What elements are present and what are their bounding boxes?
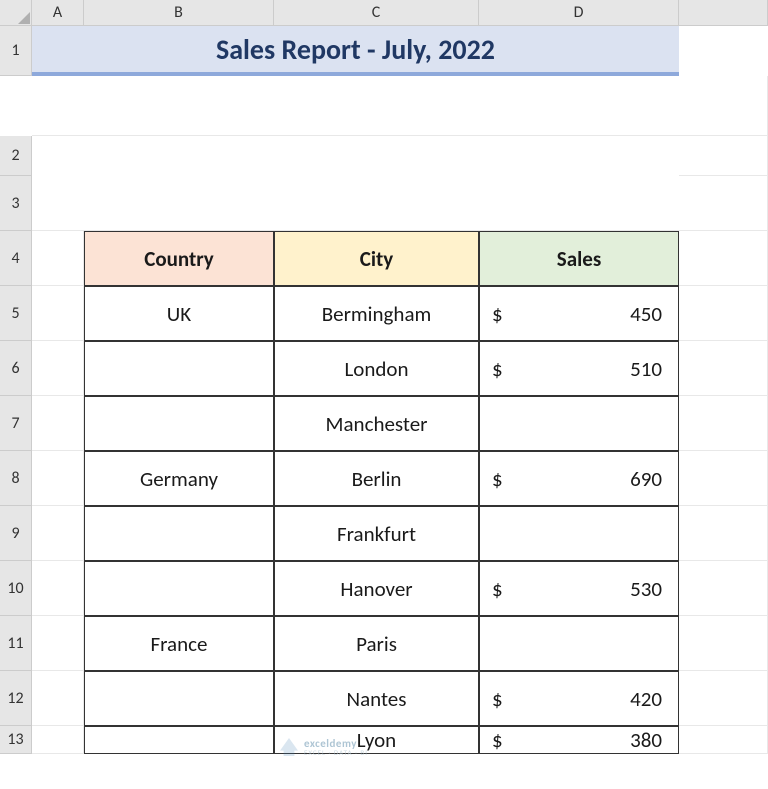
cell-a6[interactable] (32, 341, 84, 396)
currency-symbol: $ (492, 356, 503, 382)
sales-value: 420 (630, 686, 662, 712)
row-header-3[interactable]: 3 (0, 176, 32, 231)
cell-country[interactable]: Germany (84, 451, 274, 506)
currency-symbol: $ (492, 576, 503, 602)
cell-empty[interactable] (679, 286, 768, 341)
cell-country[interactable]: France (84, 616, 274, 671)
cell-a5[interactable] (32, 286, 84, 341)
row-header-10[interactable]: 10 (0, 561, 32, 616)
cell-city[interactable]: Manchester (274, 396, 479, 451)
cell-sales[interactable] (479, 396, 679, 451)
cell-country[interactable]: UK (84, 286, 274, 341)
cell-city[interactable]: Paris (274, 616, 479, 671)
cell-country[interactable] (84, 561, 274, 616)
cell-empty[interactable] (679, 506, 768, 561)
cell-empty[interactable] (679, 561, 768, 616)
cell-sales[interactable]: $530 (479, 561, 679, 616)
cell-country[interactable] (84, 396, 274, 451)
cell-empty[interactable] (679, 396, 768, 451)
cell-empty[interactable] (32, 76, 768, 136)
row-header-7[interactable]: 7 (0, 396, 32, 451)
cell-empty[interactable] (679, 341, 768, 396)
watermark: exceldemy EXCEL · DATA · BI (280, 738, 368, 756)
row-header-9[interactable]: 9 (0, 506, 32, 561)
sales-value: 380 (630, 727, 662, 753)
cell-empty[interactable] (679, 136, 768, 176)
header-city[interactable]: City (274, 231, 479, 286)
row-header-6[interactable]: 6 (0, 341, 32, 396)
cell-country[interactable] (84, 726, 274, 754)
cell-country[interactable] (84, 671, 274, 726)
cell-a12[interactable] (32, 671, 84, 726)
cell-empty[interactable] (679, 616, 768, 671)
cell-a11[interactable] (32, 616, 84, 671)
currency-symbol: $ (492, 727, 503, 753)
row-header-1[interactable]: 1 (0, 26, 32, 76)
cell-city[interactable]: Frankfurt (274, 506, 479, 561)
cell-sales[interactable]: $420 (479, 671, 679, 726)
sales-value: 450 (630, 301, 662, 327)
sales-value: 690 (630, 466, 662, 492)
watermark-logo-icon (280, 738, 298, 756)
cell-a10[interactable] (32, 561, 84, 616)
column-header-c[interactable]: C (274, 0, 479, 26)
cell-a9[interactable] (32, 506, 84, 561)
cell-city[interactable]: Bermingham (274, 286, 479, 341)
cell-country[interactable] (84, 341, 274, 396)
cell-empty[interactable] (679, 671, 768, 726)
cell-city[interactable]: Nantes (274, 671, 479, 726)
column-header-a[interactable]: A (32, 0, 84, 26)
currency-symbol: $ (492, 466, 503, 492)
spreadsheet-grid: A B C D 1 2 Sales Report - July, 2022 3 … (0, 0, 768, 754)
row-header-12[interactable]: 12 (0, 671, 32, 726)
watermark-text: exceldemy EXCEL · DATA · BI (304, 738, 368, 756)
sales-value: 530 (630, 576, 662, 602)
cell-country[interactable] (84, 506, 274, 561)
cell-empty[interactable] (679, 231, 768, 286)
cell-empty[interactable] (679, 726, 768, 754)
currency-symbol: $ (492, 686, 503, 712)
row-header-4[interactable]: 4 (0, 231, 32, 286)
cell-a4[interactable] (32, 231, 84, 286)
select-all-corner[interactable] (0, 0, 32, 26)
row-header-5[interactable]: 5 (0, 286, 32, 341)
cell-sales[interactable] (479, 616, 679, 671)
currency-symbol: $ (492, 301, 503, 327)
row-header-13[interactable]: 13 (0, 726, 32, 754)
watermark-tagline: EXCEL · DATA · BI (304, 749, 368, 756)
cell-sales[interactable]: $690 (479, 451, 679, 506)
cell-sales[interactable]: $510 (479, 341, 679, 396)
column-header-d[interactable]: D (479, 0, 679, 26)
cell-empty[interactable] (679, 451, 768, 506)
header-sales[interactable]: Sales (479, 231, 679, 286)
cell-sales[interactable]: $380 (479, 726, 679, 754)
cell-a8[interactable] (32, 451, 84, 506)
column-header-b[interactable]: B (84, 0, 274, 26)
cell-empty[interactable] (32, 176, 768, 231)
report-title[interactable]: Sales Report - July, 2022 (32, 26, 679, 76)
cell-sales[interactable] (479, 506, 679, 561)
row-header-8[interactable]: 8 (0, 451, 32, 506)
row-header-2[interactable]: 2 (0, 136, 32, 176)
cell-a7[interactable] (32, 396, 84, 451)
cell-a13[interactable] (32, 726, 84, 754)
sales-value: 510 (630, 356, 662, 382)
column-header-next[interactable] (679, 0, 768, 26)
cell-city[interactable]: Hanover (274, 561, 479, 616)
header-country[interactable]: Country (84, 231, 274, 286)
row-header-11[interactable]: 11 (0, 616, 32, 671)
cell-city[interactable]: London (274, 341, 479, 396)
cell-sales[interactable]: $450 (479, 286, 679, 341)
cell-city[interactable]: Berlin (274, 451, 479, 506)
